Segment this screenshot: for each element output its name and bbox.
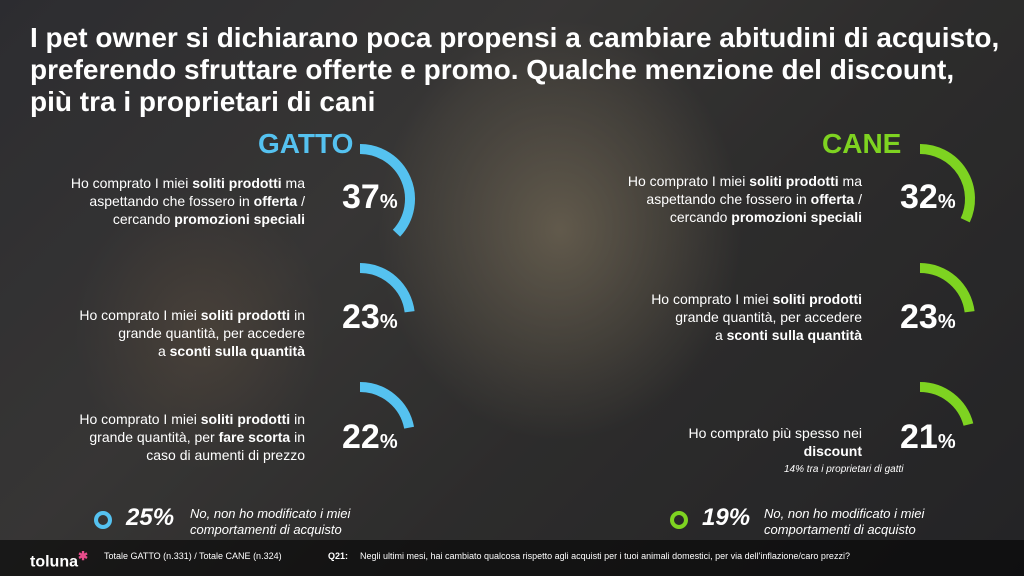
gatto-value-3: 22% xyxy=(342,418,398,456)
logo-star-icon: ✱ xyxy=(78,549,89,563)
toluna-logo: toluna✱ xyxy=(30,549,89,571)
slide-title: I pet owner si dichiarano poca propensi … xyxy=(30,22,1000,117)
gatto-arc-1 xyxy=(359,144,415,237)
gatto-no-dot-icon xyxy=(94,511,112,529)
cane-statement-1: Ho comprato I miei soliti prodotti ma as… xyxy=(627,173,862,225)
cane-no-dot-icon xyxy=(670,511,688,529)
gatto-statement-2: Ho comprato I miei soliti prodotti in gr… xyxy=(79,307,305,359)
question-label: Q21: xyxy=(328,551,349,561)
cane-arc-2 xyxy=(919,263,975,313)
gatto-no-text: No, non ho modificato i miei comportament… xyxy=(190,506,351,537)
cane-column-title: CANE xyxy=(822,128,902,159)
gatto-column-title: GATTO xyxy=(258,128,354,159)
gatto-arc-2 xyxy=(359,263,415,313)
cane-value-3: 21% xyxy=(900,418,956,456)
cane-arc-3 xyxy=(919,382,974,427)
cane-arc-1 xyxy=(919,144,975,223)
gatto-arc-3 xyxy=(359,382,415,429)
cane-statement-2: Ho comprato I miei soliti prodotti grand… xyxy=(651,291,862,343)
footer-bar xyxy=(0,540,1024,576)
cane-value-1: 32% xyxy=(900,178,956,216)
gatto-value-1: 37% xyxy=(342,178,398,216)
cane-statement-3-note: 14% tra i proprietari di gatti xyxy=(784,464,904,475)
cane-no-value: 19% xyxy=(702,504,751,531)
gatto-value-2: 23% xyxy=(342,298,398,336)
gatto-statement-1: Ho comprato I miei soliti prodotti ma as… xyxy=(70,175,305,227)
cane-value-2: 23% xyxy=(900,298,956,336)
cane-statement-3: Ho comprato più spesso nei discount xyxy=(688,425,862,459)
question-text: Negli ultimi mesi, hai cambiato qualcosa… xyxy=(360,551,850,561)
cane-no-text: No, non ho modificato i miei comportament… xyxy=(764,506,925,537)
gatto-statement-3: Ho comprato I miei soliti prodotti in gr… xyxy=(79,411,305,463)
sample-size-note: Totale GATTO (n.331) / Totale CANE (n.32… xyxy=(104,551,282,561)
gatto-no-value: 25% xyxy=(126,504,175,531)
